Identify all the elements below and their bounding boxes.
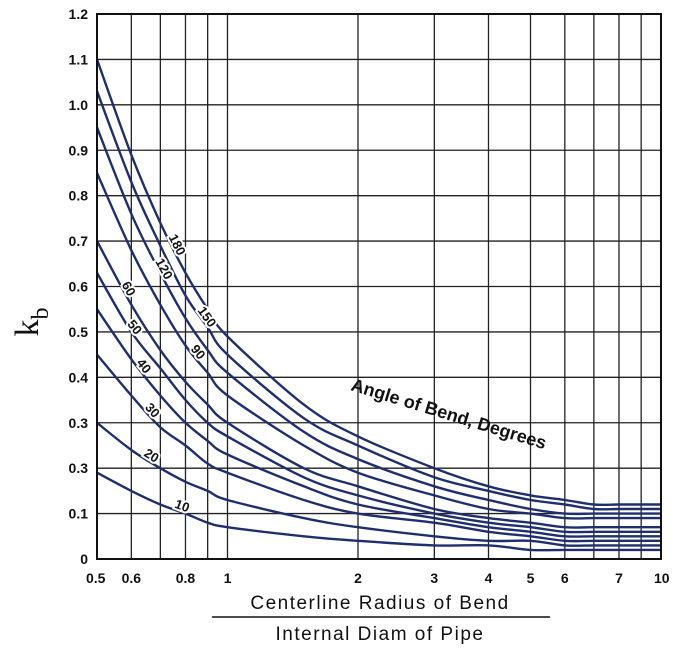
curve-label-20: 20 [142,445,162,465]
x-tick-label: 6 [561,570,569,586]
y-tick-label: 0.1 [69,506,89,522]
curve-label-60: 60 [119,279,139,299]
y-tick-label: 1.2 [69,6,89,22]
x-tick-labels: 0.5 0.6 0.8 1 2 3 4 5 6 7 10 [86,570,670,586]
y-tick-label: 0.7 [69,233,89,249]
y-tick-label: 1.0 [69,97,89,113]
curve-label-50: 50 [124,317,145,338]
x-tick-label: 10 [654,570,670,586]
curve-label-150: 150 [195,304,220,330]
y-tick-label: 0.9 [69,142,89,158]
curve-label-120: 120 [152,256,176,282]
y-axis-label: kb [9,308,54,337]
y-axis-label-subscript: b [28,308,54,320]
bend-angle-annotation: Angle of Bend, Degrees [349,375,549,453]
y-tick-label: 0 [80,551,88,567]
x-tick-label: 0.8 [176,570,196,586]
y-tick-label: 0.8 [69,188,89,204]
y-tick-label: 0.5 [69,324,89,340]
x-tick-label: 5 [527,570,535,586]
curve-180 [97,59,661,504]
x-tick-label: 1 [224,570,232,586]
x-tick-label: 7 [615,570,623,586]
x-axis-label-denominator: Internal Diam of Pipe [276,624,485,645]
x-tick-label: 4 [485,570,493,586]
x-axis-label-numerator: Centerline Radius of Bend [250,593,509,614]
y-tick-label: 0.6 [69,279,89,295]
y-tick-label: 0.4 [69,369,89,385]
x-tick-label: 0.5 [86,570,106,586]
curve-label-90: 90 [188,342,209,363]
x-tick-label: 2 [354,570,362,586]
y-tick-label: 0.3 [69,460,89,476]
x-tick-label: 0.6 [122,570,142,586]
y-tick-label: 1.1 [69,51,89,67]
y-tick-label: 0.3 [69,415,89,431]
y-axis-label-main: k [9,320,46,337]
curve-label-10: 10 [173,496,192,515]
x-tick-label: 3 [430,570,438,586]
bend-curves [97,59,661,550]
y-tick-labels: 0 0.1 0.3 0.3 0.4 0.5 0.6 0.7 0.8 0.9 1.0 1.1 1.2 [69,6,89,567]
